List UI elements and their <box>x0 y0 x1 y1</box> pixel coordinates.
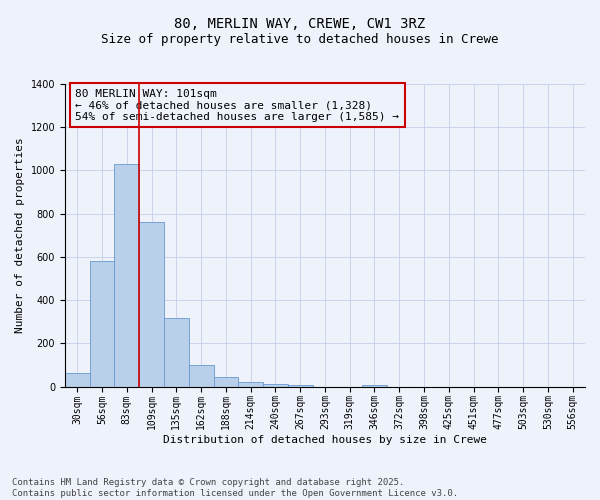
Bar <box>214 378 238 386</box>
Text: 80 MERLIN WAY: 101sqm
← 46% of detached houses are smaller (1,328)
54% of semi-d: 80 MERLIN WAY: 101sqm ← 46% of detached … <box>76 88 400 122</box>
Bar <box>164 318 189 386</box>
Text: Contains HM Land Registry data © Crown copyright and database right 2025.
Contai: Contains HM Land Registry data © Crown c… <box>12 478 458 498</box>
Y-axis label: Number of detached properties: Number of detached properties <box>15 138 25 333</box>
Bar <box>65 372 89 386</box>
Text: 80, MERLIN WAY, CREWE, CW1 3RZ: 80, MERLIN WAY, CREWE, CW1 3RZ <box>175 18 425 32</box>
Bar <box>89 261 115 386</box>
Bar <box>238 382 263 386</box>
X-axis label: Distribution of detached houses by size in Crewe: Distribution of detached houses by size … <box>163 435 487 445</box>
Bar <box>263 384 288 386</box>
Text: Size of property relative to detached houses in Crewe: Size of property relative to detached ho… <box>101 32 499 46</box>
Bar <box>189 365 214 386</box>
Bar <box>362 385 387 386</box>
Bar <box>288 385 313 386</box>
Bar <box>115 164 139 386</box>
Bar <box>139 222 164 386</box>
